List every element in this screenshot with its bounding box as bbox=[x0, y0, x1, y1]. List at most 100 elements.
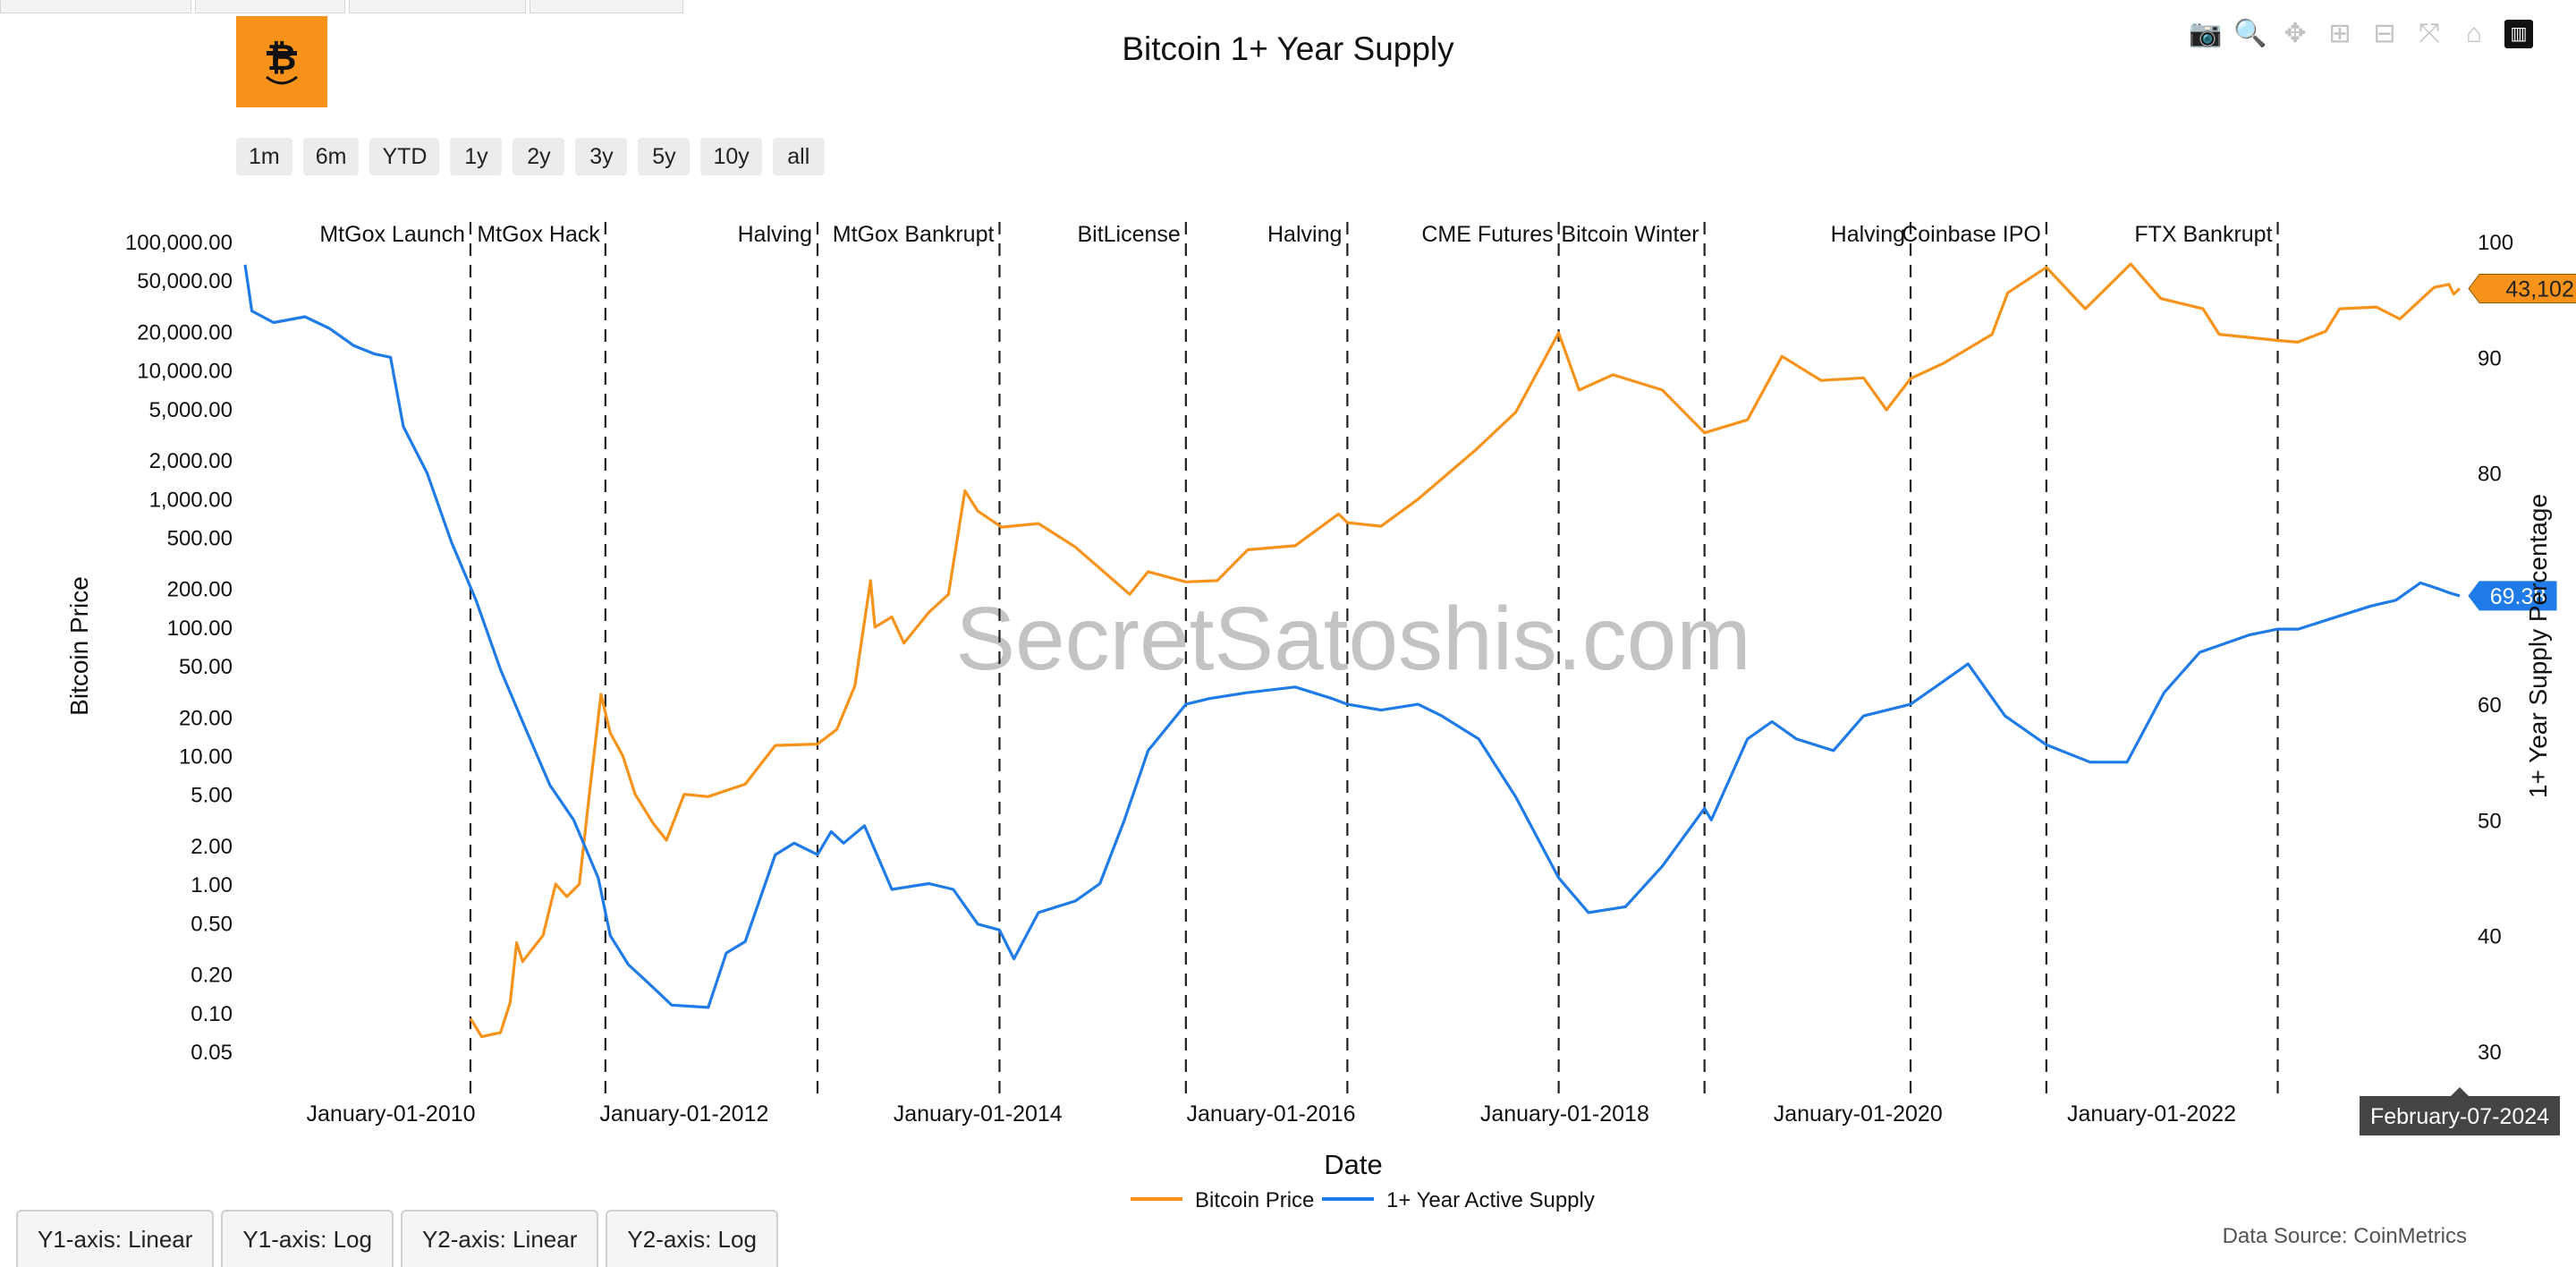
event-label: Halving bbox=[738, 222, 812, 247]
axis-toggle-button-3[interactable]: Y2-axis: Linear bbox=[400, 1210, 599, 1267]
legend-item-label[interactable]: Bitcoin Price bbox=[1195, 1188, 1314, 1212]
event-label: CME Futures bbox=[1421, 222, 1553, 247]
zoom-in-icon[interactable]: ⊞ bbox=[2328, 19, 2351, 48]
event-label: MtGox Bankrupt bbox=[833, 222, 995, 247]
zoom-icon[interactable]: 🔍 bbox=[2233, 19, 2267, 48]
y-tick-label: 10.00 bbox=[179, 745, 233, 770]
y-tick-label: 2,000.00 bbox=[149, 449, 233, 473]
event-label: Halving bbox=[1831, 222, 1905, 247]
hover-date-box bbox=[2360, 1096, 2560, 1135]
range-button-ytd[interactable]: YTD bbox=[369, 138, 440, 175]
range-button-6m[interactable]: 6m bbox=[302, 138, 360, 175]
hover-date-pointer bbox=[2451, 1087, 2469, 1096]
range-button-all[interactable]: all bbox=[772, 138, 825, 175]
price-last-value-box bbox=[2468, 273, 2576, 303]
range-button-10y[interactable]: 10y bbox=[700, 138, 762, 175]
y-tick-label: 50,000.00 bbox=[137, 269, 233, 293]
y-axis-ticks: 100,000.00 50,000.00 20,000.00 10,000.00 5,0… bbox=[125, 231, 233, 1065]
y-tick-label: 0.10 bbox=[191, 1002, 233, 1026]
event-label: MtGox Launch bbox=[319, 222, 465, 247]
y-tick-label: 20.00 bbox=[179, 706, 233, 730]
x-tick-label: January-01-2014 bbox=[894, 1101, 1063, 1127]
last-value-labels: 43,102.71 69.38 bbox=[2468, 273, 2576, 611]
event-label: FTX Bankrupt bbox=[2134, 222, 2272, 247]
event-label: MtGox Hack bbox=[477, 222, 600, 247]
active-supply-line bbox=[243, 264, 2461, 1009]
tab-stub bbox=[195, 0, 345, 13]
x-tick-label: January-01-2010 bbox=[307, 1101, 476, 1127]
x-tick-label: January-01-2018 bbox=[1480, 1101, 1649, 1127]
range-button-1m[interactable]: 1m bbox=[236, 138, 292, 175]
brand-logo: ₿ bbox=[236, 16, 327, 107]
event-lines: MtGox Launch MtGox Hack Halving MtGox Bankr… bbox=[319, 222, 2279, 1101]
range-button-5y[interactable]: 5y bbox=[638, 138, 691, 175]
x-tick-label: January-01-2016 bbox=[1187, 1101, 1356, 1127]
axis-toggle-button-2[interactable]: Y1-axis: Log bbox=[221, 1210, 394, 1267]
event-label: Coinbase IPO bbox=[1902, 222, 2041, 247]
axis-toggle-button-1[interactable]: Y1-axis: Linear bbox=[16, 1210, 215, 1267]
x-tick-label: January-01-2020 bbox=[1774, 1101, 1943, 1127]
y2-tick-label: 90 bbox=[2478, 346, 2502, 370]
supply-last-value: 69.38 bbox=[2490, 584, 2546, 609]
y-tick-label: 20,000.00 bbox=[137, 320, 233, 344]
axis-scale-buttons: Y1-axis: Linear Y1-axis: Log Y2-axis: Line… bbox=[16, 1210, 778, 1267]
bitcoin-price-line bbox=[469, 262, 2462, 1039]
modebar: 📷 🔍 ✥ ⊞ ⊟ ⤧ ⌂ ▥ bbox=[2189, 19, 2533, 48]
chart-title: Bitcoin 1+ Year Supply bbox=[1122, 30, 1454, 67]
zoom-out-icon[interactable]: ⊟ bbox=[2373, 19, 2396, 48]
y2-tick-label: 50 bbox=[2478, 809, 2502, 833]
supply-last-value-box bbox=[2468, 581, 2557, 611]
y2-tick-label: 40 bbox=[2478, 925, 2502, 949]
y-tick-label: 200.00 bbox=[167, 578, 233, 602]
y-tick-label: 0.05 bbox=[191, 1041, 233, 1065]
reset-axes-icon[interactable]: ⌂ bbox=[2465, 19, 2483, 48]
x-axis-title: Date bbox=[1324, 1149, 1382, 1180]
range-button-2y[interactable]: 2y bbox=[513, 138, 565, 175]
y-tick-label: 0.20 bbox=[191, 964, 233, 988]
y-tick-label: 100.00 bbox=[167, 616, 233, 641]
y-tick-label: 1.00 bbox=[191, 873, 233, 897]
y2-tick-label: 60 bbox=[2478, 693, 2502, 718]
tab-stub bbox=[530, 0, 683, 13]
x-tick-label: January-01-2012 bbox=[599, 1101, 768, 1127]
price-last-value: 43,102.71 bbox=[2505, 276, 2576, 302]
pan-icon[interactable]: ✥ bbox=[2284, 19, 2307, 48]
y-tick-label: 5,000.00 bbox=[149, 398, 233, 422]
legend[interactable]: Bitcoin Price 1+ Year Active Supply bbox=[1131, 1188, 1595, 1212]
y-tick-label: 10,000.00 bbox=[137, 360, 233, 384]
camera-icon[interactable]: 📷 bbox=[2189, 19, 2223, 48]
event-label: Halving bbox=[1267, 222, 1342, 247]
x-axis-ticks: January-01-2010 January-01-2012 January-01… bbox=[307, 1087, 2560, 1135]
y-tick-label: 1,000.00 bbox=[149, 488, 233, 512]
bitcoin-face-icon: ₿ bbox=[266, 38, 298, 85]
autoscale-icon[interactable]: ⤧ bbox=[2419, 19, 2440, 48]
y2-tick-label: 30 bbox=[2478, 1041, 2502, 1065]
y-tick-label: 0.50 bbox=[191, 912, 233, 936]
tab-stub bbox=[0, 0, 191, 13]
watermark: SecretSatoshis.com bbox=[955, 589, 1750, 689]
y2-tick-label: 100 bbox=[2478, 231, 2513, 255]
range-button-3y[interactable]: 3y bbox=[575, 138, 628, 175]
y2-tick-label: 80 bbox=[2478, 463, 2502, 487]
svg-text:₿: ₿ bbox=[267, 38, 297, 78]
event-label: Bitcoin Winter bbox=[1561, 222, 1699, 247]
axis-toggle-button-4[interactable]: Y2-axis: Log bbox=[606, 1210, 778, 1267]
hover-date-label: February-07-2024 bbox=[2370, 1104, 2549, 1129]
y-tick-label: 5.00 bbox=[191, 784, 233, 808]
legend-item-label[interactable]: 1+ Year Active Supply bbox=[1386, 1188, 1595, 1212]
y-axis-title: Bitcoin Price bbox=[65, 576, 93, 716]
event-label: BitLicense bbox=[1077, 222, 1180, 247]
y-tick-label: 50.00 bbox=[179, 655, 233, 679]
y-tick-label: 500.00 bbox=[167, 526, 233, 550]
x-tick-label: January-01-2022 bbox=[2067, 1101, 2236, 1127]
tab-stub bbox=[349, 0, 526, 13]
y2-axis-title: 1+ Year Supply Percentage bbox=[2524, 494, 2552, 798]
plotly-logo-icon[interactable]: ▥ bbox=[2504, 20, 2533, 48]
data-source: Data Source: CoinMetrics bbox=[2222, 1224, 2467, 1248]
y2-tick-label: 70 bbox=[2478, 578, 2502, 602]
y2-axis-ticks: 100 90 80 70 60 50 40 30 bbox=[2478, 231, 2513, 1065]
range-button-1y[interactable]: 1y bbox=[450, 138, 503, 175]
y-tick-label: 100,000.00 bbox=[125, 231, 233, 255]
